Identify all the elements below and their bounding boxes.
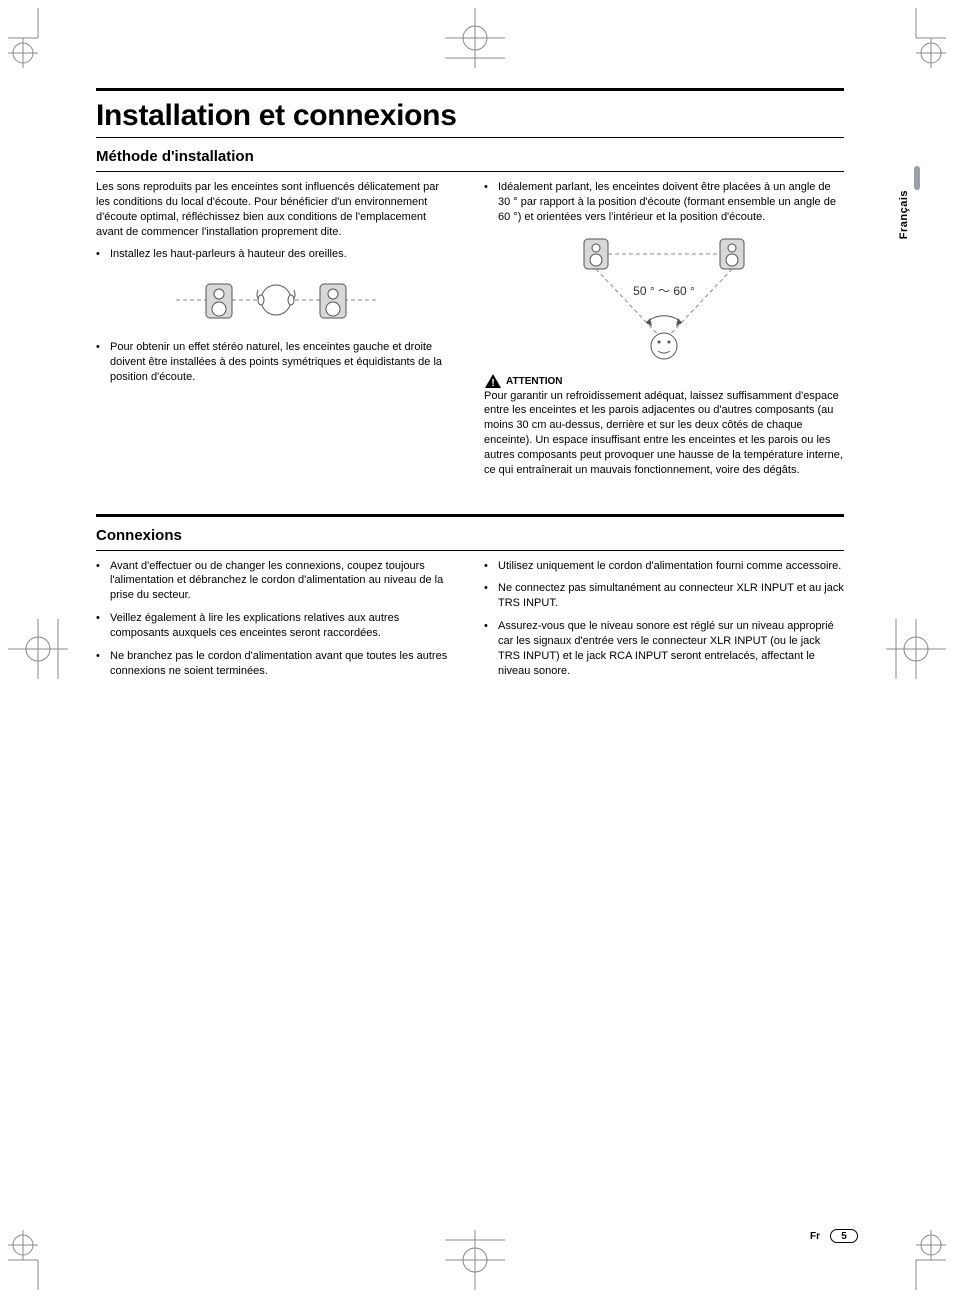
page-footer: Fr 5 <box>810 1229 858 1243</box>
content-area: Installation et connexions Méthode d'ins… <box>96 88 844 687</box>
section1-title: Méthode d'installation <box>96 148 844 165</box>
speaker-right-icon <box>320 284 346 318</box>
crop-mark-bottom-left <box>8 1230 68 1290</box>
warning-icon: ! <box>484 373 502 389</box>
crop-mark-left-center <box>8 619 68 679</box>
section1-right-col: Idéalement parlant, les enceintes doiven… <box>484 180 844 486</box>
section2-right-bullet-2: Ne connectez pas simultanément au connec… <box>484 581 844 611</box>
section1-left-list-2: Pour obtenir un effet stéréo naturel, le… <box>96 340 456 385</box>
section1-columns: Les sons reproduits par les enceintes so… <box>96 180 844 486</box>
section2-left-bullet-3: Ne branchez pas le cordon d'alimentation… <box>96 649 456 679</box>
chapter-rule-bottom <box>96 137 844 138</box>
section2-rule <box>96 550 844 551</box>
ear-level-diagram <box>96 270 456 330</box>
section1-left-col: Les sons reproduits par les enceintes so… <box>96 180 456 486</box>
page: Français Installation et connexions Méth… <box>0 0 954 1298</box>
crop-mark-top-center <box>445 8 505 68</box>
section2-columns: Avant d'effectuer ou de changer les conn… <box>96 559 844 687</box>
page-number: 5 <box>830 1229 858 1243</box>
section2-left-bullet-1: Avant d'effectuer ou de changer les conn… <box>96 559 456 604</box>
language-side-tab: Français <box>898 190 920 310</box>
section2-title: Connexions <box>96 527 844 544</box>
listener-head-icon <box>257 285 295 315</box>
angle-listener-head-icon <box>651 333 677 359</box>
crop-mark-top-right <box>886 8 946 68</box>
section1-left-bullet-1: Installez les haut-parleurs à hauteur de… <box>96 247 456 262</box>
section2-right-list: Utilisez uniquement le cordon d'alimenta… <box>484 559 844 679</box>
section2-left-bullet-2: Veillez également à lire les explication… <box>96 611 456 641</box>
section2-rule-top <box>96 514 844 517</box>
attention-text: Pour garantir un refroidissement adéquat… <box>484 389 844 478</box>
crop-mark-right-center <box>886 619 946 679</box>
crop-mark-bottom-right <box>886 1230 946 1290</box>
section1-left-list: Installez les haut-parleurs à hauteur de… <box>96 247 456 262</box>
footer-language-code: Fr <box>810 1231 820 1242</box>
section1-rule <box>96 171 844 172</box>
section2-left-list: Avant d'effectuer ou de changer les conn… <box>96 559 456 679</box>
section1-intro: Les sons reproduits par les enceintes so… <box>96 180 456 239</box>
ear-level-diagram-svg <box>176 270 376 330</box>
side-tab-accent-bar <box>914 166 920 190</box>
speaker-left-icon <box>206 284 232 318</box>
chapter-title: Installation et connexions <box>96 99 844 133</box>
crop-mark-bottom-center <box>445 1230 505 1290</box>
crop-mark-top-left <box>8 8 68 68</box>
section1-right-list: Idéalement parlant, les enceintes doiven… <box>484 180 844 225</box>
angle-diagram: 50 ° ～ 60 ° <box>484 233 844 363</box>
chapter-rule-top <box>96 88 844 91</box>
attention-label: ATTENTION <box>506 375 562 389</box>
angle-diagram-svg: 50 ° ～ 60 ° <box>554 233 774 363</box>
side-tab-label: Français <box>898 190 910 239</box>
section2-right-col: Utilisez uniquement le cordon d'alimenta… <box>484 559 844 687</box>
section1-right-bullet-1: Idéalement parlant, les enceintes doiven… <box>484 180 844 225</box>
angle-speaker-right-icon <box>720 239 744 269</box>
section2-right-bullet-3: Assurez-vous que le niveau sonore est ré… <box>484 619 844 678</box>
section2-left-col: Avant d'effectuer ou de changer les conn… <box>96 559 456 687</box>
angle-range-label: 50 ° ～ 60 ° <box>633 284 695 298</box>
section1-left-bullet-2: Pour obtenir un effet stéréo naturel, le… <box>96 340 456 385</box>
section2-right-bullet-1: Utilisez uniquement le cordon d'alimenta… <box>484 559 844 574</box>
angle-speaker-left-icon <box>584 239 608 269</box>
section2: Connexions Avant d'effectuer ou de chang… <box>96 514 844 687</box>
attention-heading: ! ATTENTION <box>484 373 844 389</box>
svg-text:!: ! <box>491 378 494 389</box>
